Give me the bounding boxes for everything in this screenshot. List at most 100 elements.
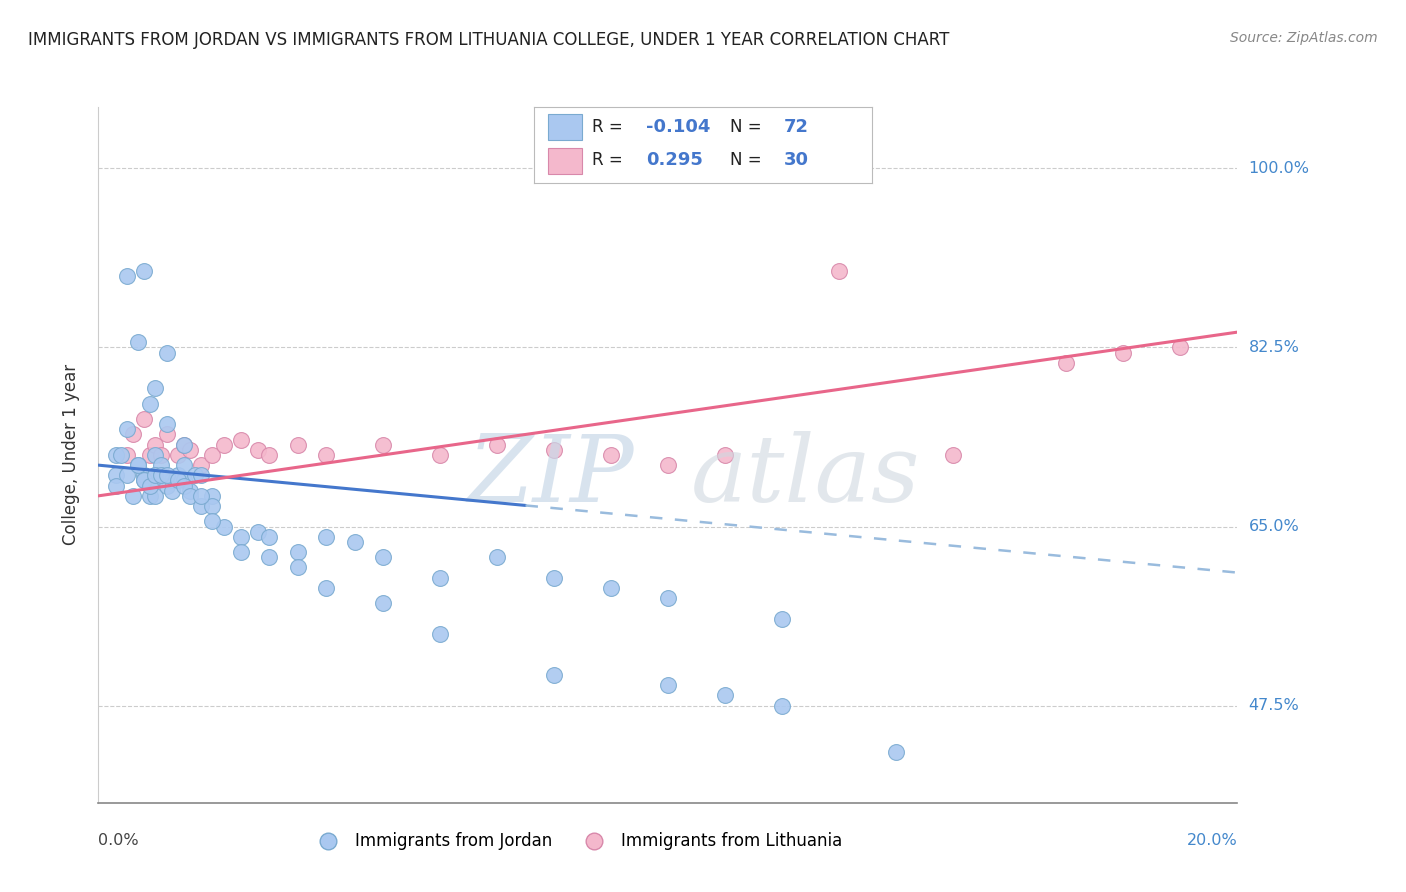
Point — [828, 264, 851, 278]
Point — [115, 268, 138, 283]
Point — [179, 489, 201, 503]
Point — [127, 335, 149, 350]
Point — [714, 689, 737, 703]
Point — [138, 489, 160, 503]
Point — [201, 448, 224, 462]
Text: 65.0%: 65.0% — [1249, 519, 1299, 534]
Point — [486, 550, 509, 565]
Point — [190, 458, 212, 472]
Point — [156, 468, 179, 483]
Point — [145, 448, 167, 462]
FancyBboxPatch shape — [548, 148, 582, 174]
Point — [104, 468, 127, 483]
Point — [145, 474, 167, 488]
Point — [657, 678, 679, 692]
Point — [156, 478, 179, 492]
Point — [167, 448, 190, 462]
Text: 47.5%: 47.5% — [1249, 698, 1299, 713]
Point — [201, 499, 224, 513]
Point — [150, 468, 173, 483]
Point — [259, 530, 281, 544]
Point — [229, 530, 252, 544]
Point — [132, 468, 155, 483]
Point — [173, 478, 195, 492]
Point — [121, 427, 143, 442]
Point — [190, 489, 212, 503]
Point — [543, 668, 565, 682]
Point — [145, 438, 167, 452]
Point — [315, 530, 337, 544]
Point — [259, 550, 281, 565]
Point — [714, 448, 737, 462]
Point — [156, 427, 179, 442]
Point — [212, 438, 235, 452]
Point — [287, 545, 309, 559]
Point — [145, 468, 167, 483]
Point — [315, 581, 337, 595]
Point — [770, 698, 793, 713]
Point — [132, 474, 155, 488]
Text: 72: 72 — [785, 118, 808, 136]
FancyBboxPatch shape — [548, 114, 582, 140]
Text: 82.5%: 82.5% — [1249, 340, 1299, 355]
Point — [132, 412, 155, 426]
Point — [343, 535, 366, 549]
Point — [942, 448, 965, 462]
Text: N =: N = — [730, 151, 766, 169]
Point — [229, 433, 252, 447]
Point — [486, 438, 509, 452]
Point — [173, 474, 195, 488]
Point — [201, 515, 224, 529]
Point — [156, 345, 179, 359]
Point — [212, 519, 235, 533]
Point — [138, 397, 160, 411]
Text: 100.0%: 100.0% — [1249, 161, 1309, 176]
Point — [132, 264, 155, 278]
Point — [1170, 341, 1192, 355]
Point — [600, 448, 623, 462]
Point — [373, 596, 395, 610]
Point — [201, 489, 224, 503]
Point — [190, 468, 212, 483]
Point — [162, 483, 184, 498]
Point — [884, 745, 907, 759]
Point — [190, 499, 212, 513]
Point — [138, 448, 160, 462]
Point — [179, 483, 201, 498]
Point — [162, 474, 184, 488]
Point — [657, 591, 679, 606]
Point — [259, 448, 281, 462]
Point — [167, 468, 190, 483]
Point — [127, 458, 149, 472]
Text: 30: 30 — [785, 151, 808, 169]
Point — [156, 417, 179, 432]
Text: 20.0%: 20.0% — [1187, 833, 1237, 848]
Text: 0.0%: 0.0% — [98, 833, 139, 848]
Point — [1112, 345, 1135, 359]
Point — [315, 448, 337, 462]
Point — [127, 458, 149, 472]
Y-axis label: College, Under 1 year: College, Under 1 year — [62, 364, 80, 546]
Point — [600, 581, 623, 595]
Point — [429, 571, 451, 585]
Text: ZIP: ZIP — [467, 431, 634, 521]
Point — [173, 458, 195, 472]
Text: -0.104: -0.104 — [645, 118, 710, 136]
Point — [145, 489, 167, 503]
Text: IMMIGRANTS FROM JORDAN VS IMMIGRANTS FROM LITHUANIA COLLEGE, UNDER 1 YEAR CORREL: IMMIGRANTS FROM JORDAN VS IMMIGRANTS FRO… — [28, 31, 949, 49]
Point — [543, 571, 565, 585]
Point — [173, 438, 195, 452]
Point — [229, 545, 252, 559]
Point — [167, 474, 190, 488]
Point — [173, 438, 195, 452]
Point — [373, 550, 395, 565]
Point — [115, 422, 138, 436]
Text: Source: ZipAtlas.com: Source: ZipAtlas.com — [1230, 31, 1378, 45]
Text: atlas: atlas — [690, 431, 920, 521]
Point — [110, 448, 132, 462]
Point — [145, 381, 167, 395]
Point — [429, 627, 451, 641]
Point — [132, 474, 155, 488]
Point — [104, 478, 127, 492]
Point — [287, 560, 309, 574]
